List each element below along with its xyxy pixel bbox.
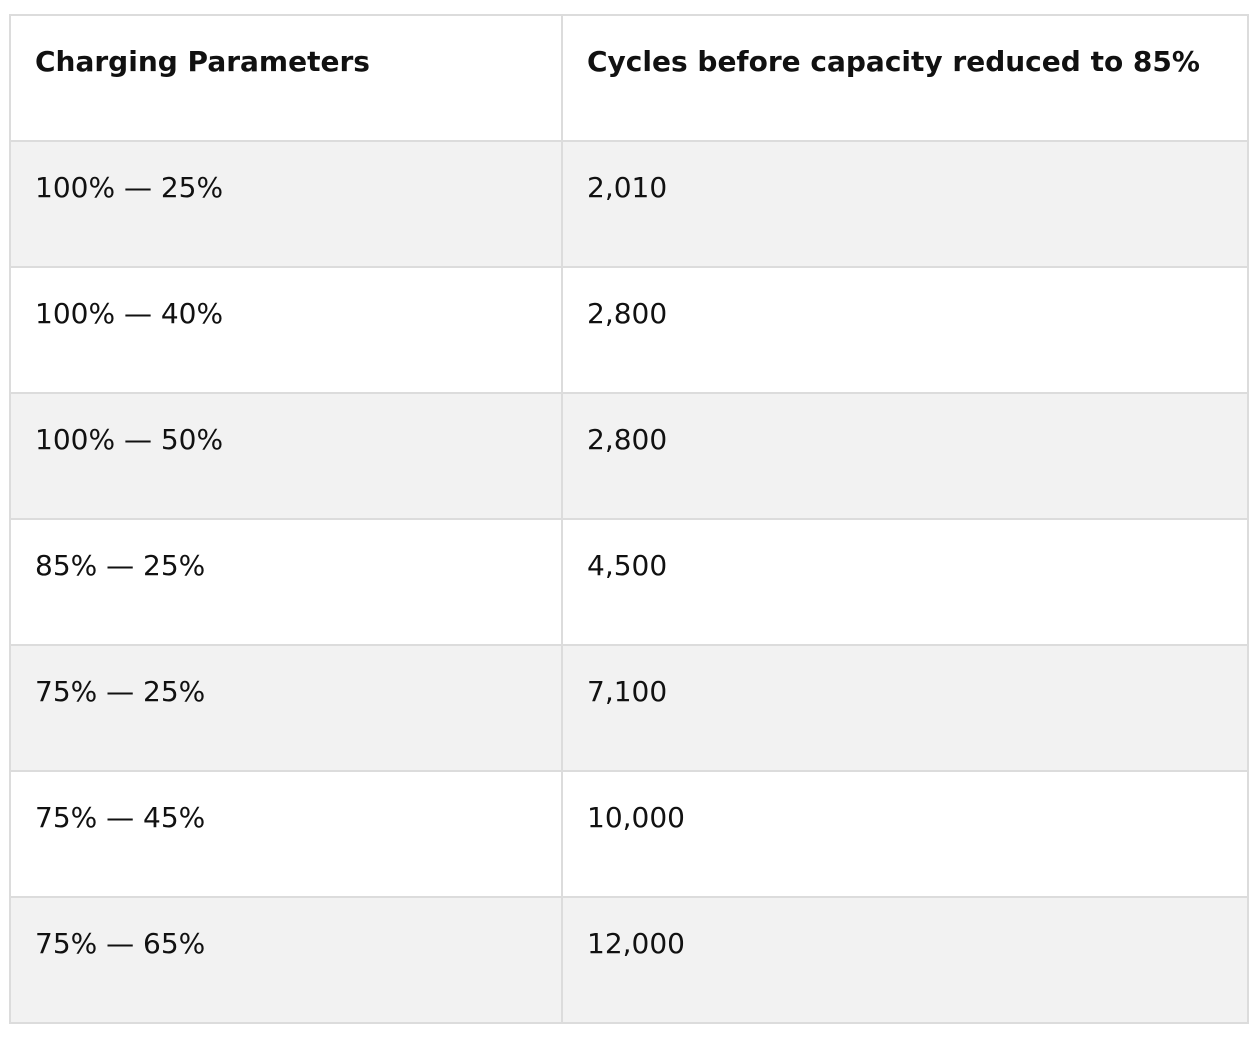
charging-parameters-cell: 75% — 45% [9,770,563,898]
table-row: 85% — 25% 4,500 [9,518,1249,646]
table-header: Charging Parameters Cycles before capaci… [9,14,1249,142]
charging-cycles-table: Charging Parameters Cycles before capaci… [9,14,1249,1024]
cycles-cell: 7,100 [561,644,1249,772]
charging-parameters-cell: 100% — 50% [9,392,563,520]
table-row: 75% — 25% 7,100 [9,644,1249,772]
data-table-container: Charging Parameters Cycles before capaci… [9,14,1249,1024]
header-row: Charging Parameters Cycles before capaci… [9,14,1249,142]
cycles-cell: 2,010 [561,140,1249,268]
table-body: 100% — 25% 2,010 100% — 40% 2,800 100% —… [9,140,1249,1024]
charging-parameters-cell: 100% — 25% [9,140,563,268]
table-row: 75% — 65% 12,000 [9,896,1249,1024]
cycles-cell: 4,500 [561,518,1249,646]
table-row: 75% — 45% 10,000 [9,770,1249,898]
charging-parameters-cell: 85% — 25% [9,518,563,646]
charging-parameters-cell: 75% — 65% [9,896,563,1024]
table-row: 100% — 25% 2,010 [9,140,1249,268]
charging-parameters-cell: 75% — 25% [9,644,563,772]
cycles-cell: 2,800 [561,392,1249,520]
table-row: 100% — 40% 2,800 [9,266,1249,394]
cycles-cell: 2,800 [561,266,1249,394]
header-cycles: Cycles before capacity reduced to 85% [561,14,1249,142]
charging-parameters-cell: 100% — 40% [9,266,563,394]
cycles-cell: 12,000 [561,896,1249,1024]
table-row: 100% — 50% 2,800 [9,392,1249,520]
cycles-cell: 10,000 [561,770,1249,898]
header-charging-parameters: Charging Parameters [9,14,563,142]
